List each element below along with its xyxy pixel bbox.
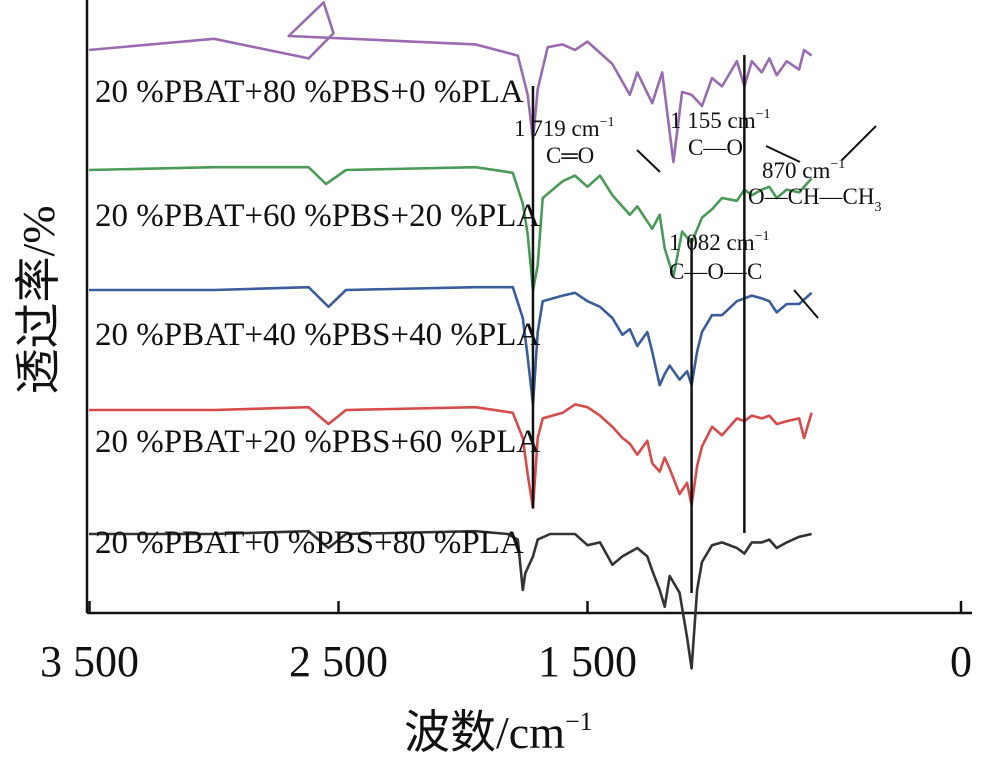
x-tick-label: 3 500 [40, 637, 139, 686]
anno-870-wavenumber: 870 cm [762, 158, 830, 183]
anno-1719-sup: −1 [600, 115, 615, 130]
anno-1155-group: C—O [688, 135, 743, 160]
reference-lines [531, 55, 746, 593]
series-line-2 [88, 165, 813, 292]
svg-text:870 cm−1: 870 cm−1 [762, 157, 845, 183]
series-label-5: 20 %PBAT+0 %PBS+80 %PLA [95, 525, 524, 561]
x-tick-label: 2 500 [289, 637, 388, 686]
annotation-1155: 1 155 cm−1 C—O [670, 107, 801, 163]
x-tick-label: 1 500 [538, 637, 637, 686]
anno-1719-group: C═O [546, 143, 594, 168]
series-label-4: 20 %PBAT+20 %PBS+60 %PLA [95, 424, 540, 460]
series-layer [88, 1, 813, 670]
anno-870-leader [841, 125, 877, 161]
x-axis-title-text: 波数/cm [404, 707, 565, 758]
anno-1082-leader [793, 289, 819, 319]
series-line-5 [89, 529, 812, 670]
x-axis-title-sup: −1 [565, 707, 593, 736]
anno-1719-wavenumber: 1 719 cm [514, 116, 600, 141]
x-ticks: 3 500 2 500 1 500 0 [40, 601, 972, 686]
anno-1155-sup: −1 [756, 107, 771, 122]
anno-1155-wavenumber: 1 155 cm [670, 108, 756, 133]
annotation-1719: 1 719 cm−1 C═O [514, 115, 661, 173]
svg-text:1 155 cm−1: 1 155 cm−1 [670, 107, 771, 133]
anno-870-group: O—CH—CH [748, 184, 875, 209]
anno-1719-leader [636, 149, 661, 173]
series-line-3 [89, 285, 813, 407]
series-label-1: 20 %PBAT+80 %PBS+0 %PLA [95, 74, 524, 110]
annotation-1082: 1 082 cm−1 C—O—C [669, 229, 819, 319]
anno-1082-sup: −1 [755, 229, 770, 244]
anno-870-sub: 3 [875, 200, 882, 215]
svg-text:1 719 cm−1: 1 719 cm−1 [514, 115, 615, 141]
series-label-3: 20 %PBAT+40 %PBS+40 %PLA [95, 317, 540, 353]
series-label-2: 20 %PBAT+60 %PBS+20 %PLA [95, 198, 540, 234]
series-line-4 [89, 403, 813, 510]
x-tick-label: 0 [950, 637, 972, 686]
y-axis-title: 透过率/% [13, 205, 64, 394]
anno-1082-group: C—O—C [669, 259, 762, 284]
svg-text:1 082 cm−1: 1 082 cm−1 [669, 229, 770, 255]
anno-1082-wavenumber: 1 082 cm [669, 230, 755, 255]
annotation-870: 870 cm−1 O—CH—CH3 [748, 125, 882, 215]
svg-text:O—CH—CH3: O—CH—CH3 [748, 184, 882, 215]
anno-1155-leader [765, 145, 801, 163]
anno-870-sup: −1 [830, 157, 845, 172]
x-axis-title: 波数/cm−1 [404, 707, 593, 758]
series-line-1 [88, 1, 813, 164]
